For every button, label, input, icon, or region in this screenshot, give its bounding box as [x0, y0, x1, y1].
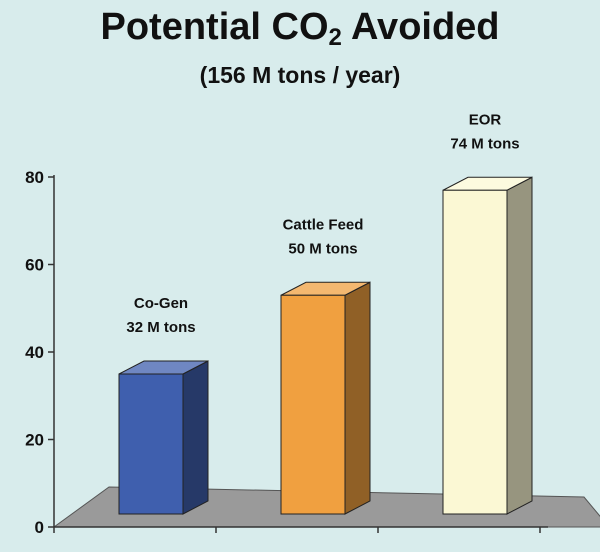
bar-side-cattle-feed [344, 281, 371, 515]
y-tick-label-40: 40 [25, 343, 44, 362]
bar-label-name-eor: EOR [469, 111, 502, 128]
chart-subtitle: (156 M tons / year) [199, 62, 401, 88]
y-tick-label-0: 0 [35, 518, 44, 537]
bar-side-eor [506, 176, 533, 515]
bar-cattle-feed [280, 294, 346, 515]
bar-eor [442, 189, 508, 515]
title-tail: Avoided [341, 6, 500, 48]
bar-label-value-eor: 74 M tons [450, 135, 519, 152]
bar-label-name-cattle-feed: Cattle Feed [283, 216, 364, 233]
y-tick-label-20: 20 [25, 431, 44, 450]
bar-side-co-gen [182, 360, 209, 515]
bar-label-name-co-gen: Co-Gen [134, 295, 188, 312]
bar-co-gen [118, 373, 184, 515]
bar-label-value-co-gen: 32 M tons [126, 319, 195, 336]
y-tick-label-80: 80 [25, 168, 44, 187]
y-tick-label-60: 60 [25, 256, 44, 275]
title-main: Potential CO [100, 6, 329, 48]
bar-label-value-cattle-feed: 50 M tons [288, 240, 357, 257]
chart-title: Potential CO2 Avoided [0, 6, 600, 52]
title-subscript: 2 [328, 24, 342, 51]
